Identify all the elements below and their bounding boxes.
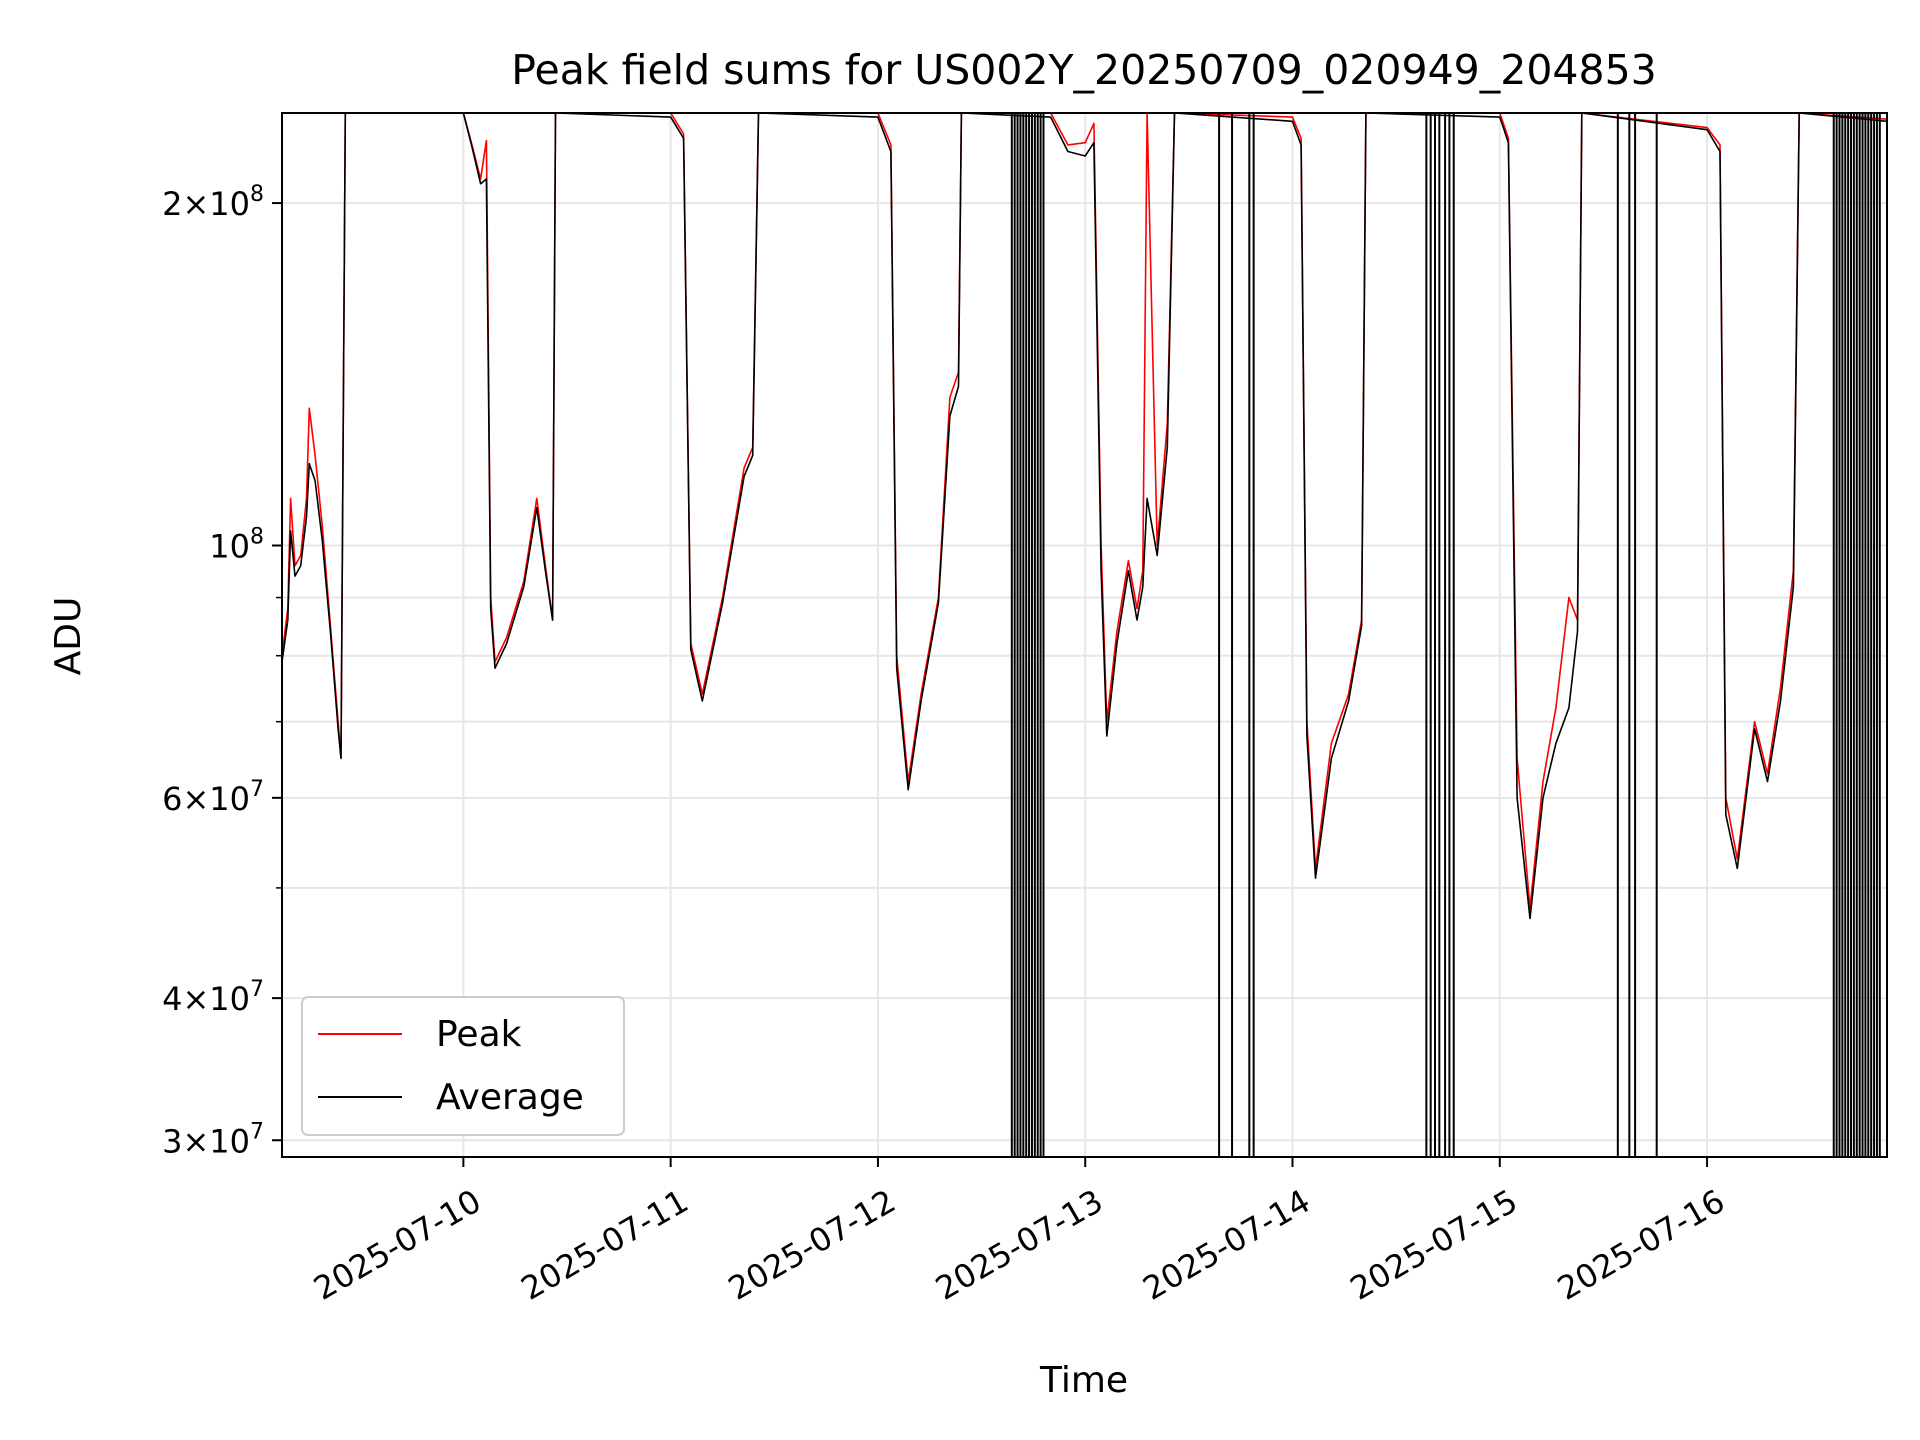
y-tick-label: 3×107 bbox=[162, 1119, 264, 1160]
x-axis-label: Time bbox=[1039, 1360, 1128, 1401]
chart-title: Peak field sums for US002Y_20250709_0209… bbox=[511, 46, 1657, 94]
series-average-line bbox=[282, 113, 1887, 920]
legend-average-label: Average bbox=[436, 1077, 584, 1118]
legend-peak-label: Peak bbox=[436, 1014, 522, 1055]
series-clip-group bbox=[282, 113, 1887, 1157]
series-layer bbox=[282, 113, 1887, 1157]
y-tick-label: 108 bbox=[209, 524, 264, 565]
y-tick-label: 4×107 bbox=[162, 977, 264, 1018]
y-axis-label: ADU bbox=[48, 597, 89, 676]
y-tick-label: 6×107 bbox=[162, 777, 264, 818]
legend-box bbox=[301, 996, 625, 1136]
y-tick-label: 2×108 bbox=[162, 182, 264, 223]
legend: Peak Average bbox=[301, 996, 625, 1136]
